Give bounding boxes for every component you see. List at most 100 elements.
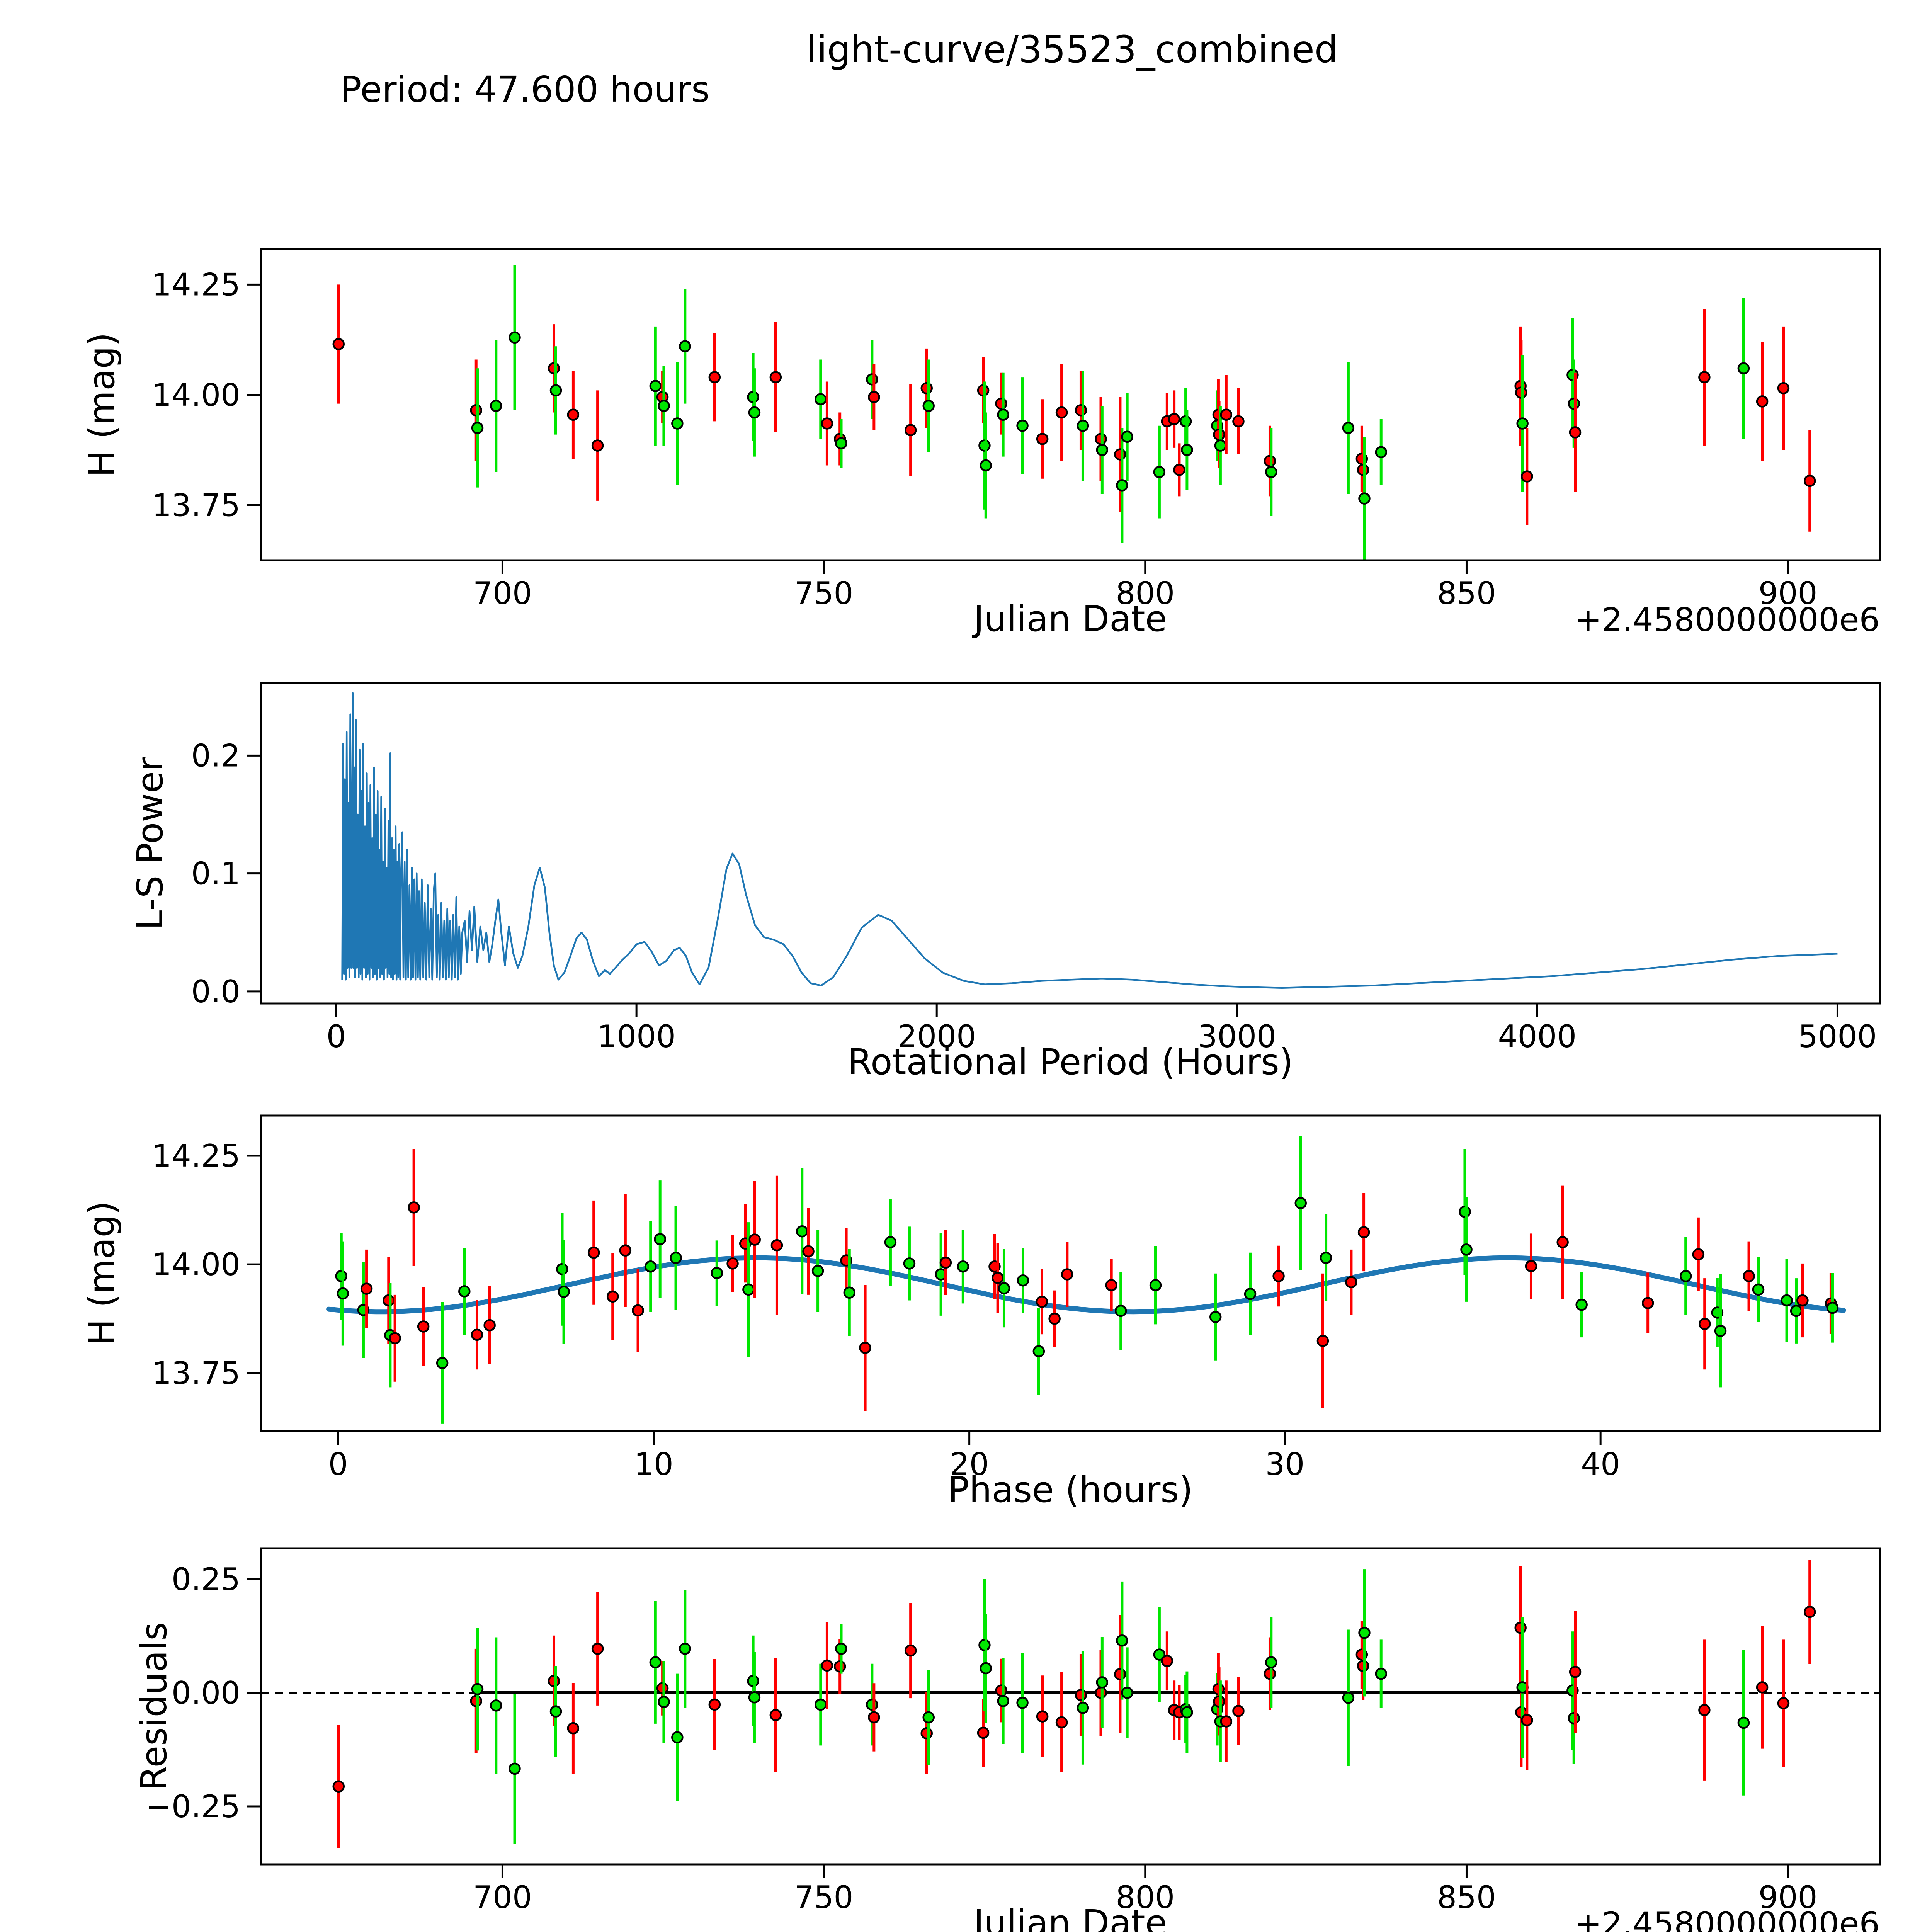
data-point-green — [458, 1285, 471, 1298]
data-point-red — [1075, 404, 1087, 417]
data-point-green — [549, 384, 562, 397]
data-point-green — [1032, 1345, 1045, 1357]
data-point-red — [770, 1239, 783, 1252]
data-point-green — [679, 340, 691, 352]
data-point-green — [1214, 439, 1227, 452]
data-point-green — [1679, 1270, 1692, 1282]
data-point-green — [903, 1257, 916, 1270]
data-point-green — [866, 1698, 878, 1711]
data-point-green — [998, 1282, 1010, 1294]
x-tick-label: 1000 — [597, 1019, 676, 1054]
data-point-red — [904, 424, 917, 436]
data-point-green — [1320, 1252, 1332, 1264]
data-point-green — [509, 331, 521, 344]
data-point-green — [649, 1656, 662, 1668]
residuals-x-offset-label: +2.4580000000e6 — [1575, 1905, 1880, 1932]
data-point-red — [1105, 1279, 1117, 1291]
data-point-red — [1232, 1705, 1245, 1717]
data-point-green — [1294, 1197, 1307, 1209]
data-point-green — [490, 400, 502, 412]
data-point-green — [1209, 1311, 1222, 1323]
data-point-red — [1036, 1710, 1049, 1723]
data-point-red — [1556, 1236, 1569, 1248]
y-tick-label: 14.00 — [152, 1247, 240, 1282]
y-tick-label: 13.75 — [152, 1355, 240, 1391]
data-point-green — [1375, 1667, 1387, 1680]
data-point-green — [922, 400, 935, 412]
data-point-green — [1737, 1716, 1750, 1729]
data-point-red — [591, 1643, 604, 1655]
data-point-red — [769, 371, 782, 383]
data-point-green — [1752, 1283, 1765, 1296]
data-point-green — [815, 393, 827, 405]
data-point-red — [1803, 474, 1816, 487]
data-point-green — [1116, 1634, 1128, 1647]
data-point-red — [1114, 1668, 1126, 1680]
data-point-green — [490, 1699, 502, 1712]
data-point-green — [997, 1695, 1009, 1707]
data-point-green — [835, 1643, 847, 1655]
data-point-green — [658, 1696, 670, 1708]
data-point-red — [1641, 1297, 1654, 1310]
data-point-green — [980, 1662, 992, 1675]
data-point-red — [1232, 415, 1245, 428]
data-point-red — [708, 1698, 721, 1711]
data-point-green — [1153, 466, 1166, 478]
data-point-green — [1077, 1702, 1089, 1714]
data-point-green — [1016, 1697, 1029, 1709]
phased-data-area — [326, 1136, 1846, 1424]
data-point-green — [1375, 446, 1387, 458]
data-point-red — [920, 382, 933, 395]
x-tick-label: 10 — [634, 1446, 673, 1482]
data-point-red — [992, 1272, 1004, 1284]
y-tick-label: 13.75 — [152, 487, 240, 523]
x-tick-label: 3000 — [1197, 1019, 1276, 1054]
data-point-green — [843, 1286, 856, 1299]
data-point-red — [868, 1711, 880, 1724]
phased-y-axis-label: H (mag) — [81, 1201, 122, 1346]
data-point-red — [1161, 1655, 1173, 1667]
data-point-green — [811, 1265, 824, 1277]
data-point-green — [471, 1683, 484, 1696]
data-point-green — [1114, 1304, 1127, 1317]
y-tick-label: 0.00 — [172, 1675, 240, 1711]
data-point-green — [1342, 422, 1355, 434]
x-tick-label: 4000 — [1498, 1019, 1577, 1054]
data-point-red — [1357, 1226, 1370, 1238]
data-point-red — [995, 1684, 1007, 1697]
data-point-red — [1061, 1268, 1073, 1281]
data-point-green — [1516, 417, 1529, 430]
data-point-red — [1036, 433, 1049, 445]
data-point-red — [995, 397, 1007, 410]
data-point-green — [815, 1698, 827, 1711]
data-point-red — [1168, 413, 1180, 425]
data-point-red — [1036, 1296, 1048, 1308]
data-point-red — [821, 417, 833, 430]
data-point-red — [726, 1257, 739, 1270]
data-point-red — [1055, 406, 1068, 419]
data-point-green — [558, 1286, 570, 1298]
y-tick-label: 0.25 — [172, 1561, 240, 1597]
data-point-green — [1121, 1687, 1133, 1699]
data-point-green — [748, 1691, 761, 1704]
panel-phased: 0 10 20 30 40 13.75 14.00 14.25 Phase (hours) H (… — [81, 1114, 1881, 1510]
data-point-red — [1114, 448, 1126, 461]
data-point-green — [1460, 1243, 1473, 1256]
x-tick-label: 0 — [328, 1446, 348, 1482]
data-point-red — [1316, 1335, 1329, 1347]
residuals-x-axis-label: Julian Date — [972, 1902, 1167, 1932]
data-point-red — [1220, 408, 1233, 421]
data-point-green — [658, 400, 670, 412]
data-point-red — [1777, 1697, 1790, 1709]
data-point-red — [417, 1320, 430, 1333]
periodogram-axes-frame — [260, 682, 1881, 1005]
y-tick-label: 0.0 — [191, 974, 240, 1010]
data-point-red — [1525, 1260, 1537, 1272]
x-tick-label: 700 — [473, 1879, 532, 1915]
data-point-red — [1048, 1312, 1061, 1325]
data-point-red — [567, 1722, 580, 1735]
data-point-red — [708, 371, 721, 383]
data-point-green — [1790, 1304, 1803, 1317]
data-point-red — [1756, 395, 1769, 408]
data-point-green — [1737, 362, 1750, 375]
